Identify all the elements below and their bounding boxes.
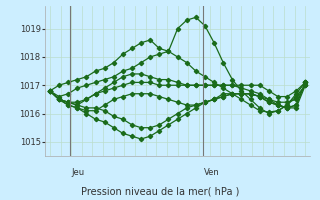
Text: Jeu: Jeu bbox=[72, 168, 85, 177]
Text: Pression niveau de la mer( hPa ): Pression niveau de la mer( hPa ) bbox=[81, 186, 239, 196]
Text: Ven: Ven bbox=[204, 168, 220, 177]
